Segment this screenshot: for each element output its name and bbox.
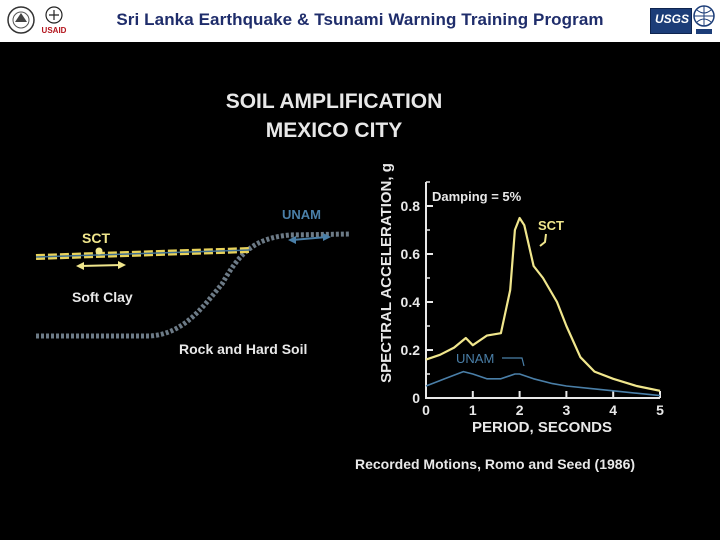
usgs-logo-text: USGS — [655, 12, 690, 26]
y-axis-label: SPECTRAL ACCELERATION, g — [378, 163, 395, 383]
x-axis-ticks: 0 1 2 3 4 5 — [422, 391, 664, 418]
sct-series-pointer — [539, 233, 547, 247]
sct-arrow-head-left — [76, 262, 84, 270]
soil-diagram: SCT UNAM Soft Clay Rock and Hard Soil — [35, 207, 351, 357]
x-axis-label: PERIOD, SECONDS — [472, 419, 612, 436]
y-axis-ticks: 0 0.2 0.4 0.6 0.8 — [401, 181, 433, 406]
rock-surface-line — [36, 231, 351, 339]
series-line-sct — [425, 216, 661, 392]
sct-station-marker — [95, 247, 103, 255]
header: USAID Sri Lanka Earthquake & Tsunami War… — [0, 0, 720, 42]
unam-label: UNAM — [282, 207, 321, 222]
slide-title-line2: MEXICO CITY — [266, 119, 403, 142]
unam-arrow-head-left — [288, 236, 296, 244]
x-tick-label: 1 — [469, 402, 477, 418]
unam-series-label: UNAM — [456, 351, 494, 366]
soft-clay-label: Soft Clay — [72, 289, 133, 305]
page-title: Sri Lanka Earthquake & Tsunami Warning T… — [116, 10, 604, 29]
slide-figure: SOIL AMPLIFICATION MEXICO CITY SCT UNAM … — [35, 90, 664, 472]
caption: Recorded Motions, Romo and Seed (1986) — [355, 456, 635, 472]
slide-image: SOIL AMPLIFICATION MEXICO CITY SCT UNAM … — [0, 42, 720, 540]
y-tick-label: 0 — [412, 390, 420, 406]
seal-logo-icon — [7, 6, 35, 34]
usaid-logo-icon: USAID — [40, 6, 68, 35]
rock-hard-soil-label: Rock and Hard Soil — [179, 341, 307, 357]
x-tick-label: 0 — [422, 402, 430, 418]
unam-arrow — [291, 236, 328, 241]
usgs-logo-icon: USGS — [650, 8, 692, 34]
x-tick-label: 4 — [609, 402, 617, 418]
x-tick-label: 3 — [563, 402, 571, 418]
unam-arrow-head-right — [323, 233, 331, 241]
sct-arrow — [79, 264, 123, 267]
usaid-logo-text: USAID — [42, 26, 67, 35]
y-tick-label: 0.6 — [401, 246, 421, 262]
series-line-unam — [425, 370, 661, 397]
damping-annotation: Damping = 5% — [432, 189, 522, 204]
chart-series — [425, 216, 661, 397]
x-tick-label: 5 — [656, 402, 664, 418]
soft-clay-layer-line — [35, 249, 251, 258]
sct-arrow-head-right — [118, 261, 126, 269]
slide-title-line1: SOIL AMPLIFICATION — [226, 90, 443, 113]
x-tick-label: 2 — [516, 402, 524, 418]
y-tick-label: 0.8 — [401, 198, 421, 214]
y-tick-label: 0.4 — [401, 294, 421, 310]
sct-series-label: SCT — [538, 218, 564, 233]
spectral-acceleration-chart: 0 0.2 0.4 0.6 0.8 0 1 2 3 4 5 Damping = 5% SCT UN… — [378, 163, 664, 436]
y-tick-label: 0.2 — [401, 342, 421, 358]
globe-logo-icon — [693, 5, 715, 34]
sct-label: SCT — [82, 230, 110, 246]
unam-series-pointer — [502, 357, 525, 367]
